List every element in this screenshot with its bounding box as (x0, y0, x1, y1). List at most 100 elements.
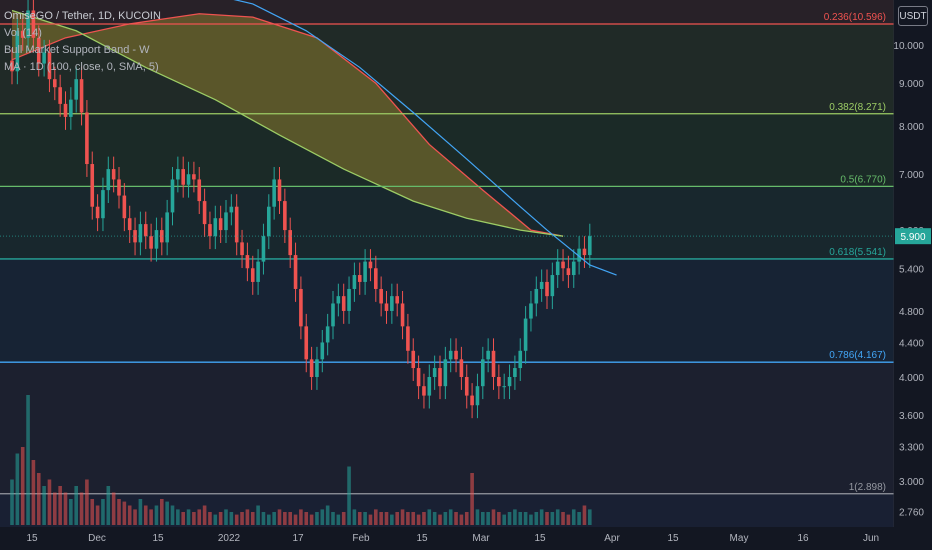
candle-body (486, 350, 490, 360)
symbol-title[interactable]: OmiseGO / Tether, 1D, KUCOIN (4, 10, 161, 22)
candle-body (352, 275, 357, 289)
volume-bar (74, 486, 78, 525)
candle-body (406, 326, 410, 351)
candle-body (213, 218, 218, 237)
currency-badge[interactable]: USDT (898, 6, 928, 26)
volume-bar (588, 509, 592, 525)
volume-bar (267, 514, 271, 525)
indicator-volume[interactable]: Vol (14) (4, 27, 42, 39)
volume-bar (448, 509, 453, 525)
volume-bar (256, 505, 260, 525)
candle-body (368, 261, 373, 269)
volume-bar (486, 512, 490, 525)
volume-bar (186, 509, 191, 525)
candle-body (63, 103, 68, 117)
volume-bar (416, 514, 421, 525)
volume-bar (422, 512, 426, 525)
candle-body (224, 212, 228, 231)
candle-body (304, 326, 309, 360)
volume-bar (550, 512, 555, 525)
candle-body (347, 288, 351, 311)
candle-body (588, 236, 592, 256)
candle-body (154, 230, 159, 249)
indicator-bull-band[interactable]: Bull Market Support Band - W (4, 44, 150, 56)
candle-body (208, 224, 212, 237)
candle-body (101, 190, 105, 219)
volume-bar (138, 499, 143, 525)
fib-levels: 0.236(10.596) 0.382(8.271) 0.5(6.770) 0.618… (0, 12, 894, 495)
volume-bar (555, 509, 560, 525)
volume-bar (411, 512, 416, 525)
candle-body (299, 288, 303, 327)
volume-bar (571, 509, 576, 525)
candle-body (395, 296, 399, 304)
volume-bar (582, 505, 587, 525)
volume-bar (181, 512, 185, 525)
candle-body (513, 368, 517, 377)
candle-body (475, 386, 480, 406)
candle-body (234, 206, 239, 243)
candle-body (384, 303, 389, 311)
volume-bar (529, 514, 533, 525)
candle-body (363, 261, 367, 282)
volume-bar (464, 512, 469, 525)
time-axis[interactable]: 15 Dec 15 2022 17 Feb 15 Mar 15 Apr 15 May 16 Jun (26, 533, 879, 544)
candle-body (481, 359, 485, 387)
volume-bar (357, 512, 362, 525)
volume-bar (481, 512, 485, 525)
volume-bar (42, 486, 46, 525)
candle-body (571, 261, 576, 276)
volume-bar (507, 512, 512, 525)
candle-body (90, 164, 95, 207)
candle-body (416, 368, 421, 387)
volume-bar (320, 509, 325, 525)
volume-bar (427, 509, 432, 525)
candle-body (555, 261, 560, 276)
band-fill (12, 10, 564, 237)
indicator-ma[interactable]: MA · 1D (100, close, 0, SMA, 5) (4, 61, 159, 73)
candle-body (165, 212, 169, 243)
time-tick-label: Mar (472, 533, 490, 544)
volume-bar (165, 501, 169, 525)
volume-bar (336, 514, 341, 525)
candle-body (582, 248, 587, 256)
time-tick-label: 15 (667, 533, 679, 544)
candle-body (245, 255, 250, 269)
candle-body (288, 230, 292, 256)
volume-bar (95, 505, 100, 525)
volume-bar (160, 499, 164, 525)
volume-bar (122, 501, 127, 525)
time-axis-bg (0, 527, 932, 550)
price-tick-label: 5.400 (899, 264, 924, 275)
candle-body (400, 303, 405, 327)
time-tick-label: 16 (797, 533, 809, 544)
candle-body (309, 359, 314, 377)
volume-bar (390, 514, 394, 525)
volume-bar (79, 492, 84, 525)
volume-bar (176, 509, 180, 525)
volume-bar (347, 466, 351, 525)
band-lower-line (11, 9, 564, 237)
volume-bar (202, 505, 207, 525)
volume-bar (304, 512, 309, 525)
candle-body (502, 386, 506, 388)
candle-body (256, 261, 260, 282)
candle-body (545, 281, 549, 297)
volume-bar (534, 512, 539, 525)
candle-body (283, 201, 287, 231)
volume-bar (539, 509, 544, 525)
candle-body (42, 52, 46, 64)
volume-bar (577, 512, 581, 525)
volume-bar (513, 509, 517, 525)
volume-bar (143, 505, 148, 525)
time-tick-label: Dec (88, 533, 106, 544)
volume-bar (288, 512, 292, 525)
volume-bar (31, 460, 36, 525)
price-tick-label: 4.000 (899, 373, 924, 384)
candle-body (432, 368, 437, 377)
fib-label: 0.786(4.167) (829, 350, 886, 361)
volume-bar (85, 479, 89, 525)
candle-body (53, 79, 57, 88)
candle-body (20, 30, 25, 38)
